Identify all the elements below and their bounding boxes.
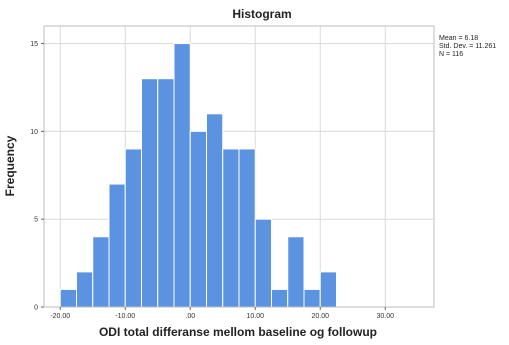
stats-line: N = 116 bbox=[439, 51, 463, 58]
chart-title: Histogram bbox=[232, 7, 291, 21]
histogram-bar bbox=[173, 43, 191, 308]
histogram-bar bbox=[206, 113, 224, 308]
ticks-layer: -20.00 -10.00 .00 10.00 20.00 30.00 0 5 10 15 bbox=[30, 41, 394, 320]
y-tick-label: 5 bbox=[34, 217, 38, 224]
x-tick-label: .00 bbox=[185, 313, 195, 320]
bars-layer bbox=[59, 43, 337, 308]
histogram-bar bbox=[189, 130, 207, 308]
histogram-bar bbox=[303, 288, 321, 308]
histogram-bar bbox=[287, 236, 305, 308]
stats-line: Mean = 6.18 bbox=[439, 35, 478, 42]
x-tick-label: 20.00 bbox=[311, 313, 329, 320]
histogram-bar bbox=[124, 148, 142, 308]
histogram-bar bbox=[92, 236, 110, 308]
histogram-bar bbox=[76, 271, 94, 308]
histogram-bar bbox=[271, 288, 289, 308]
x-tick-label: 10.00 bbox=[246, 313, 264, 320]
histogram-bar bbox=[141, 78, 159, 308]
histogram-bar bbox=[319, 271, 337, 308]
x-axis-label: ODI total differanse mellom baseline og … bbox=[99, 325, 377, 339]
y-axis-label: Frequency bbox=[3, 135, 17, 196]
x-tick-label: -20.00 bbox=[50, 313, 70, 320]
histogram-bar bbox=[238, 148, 256, 308]
x-tick-label: 30.00 bbox=[376, 313, 394, 320]
y-tick-label: 15 bbox=[30, 41, 38, 48]
stats-line: Std. Dev. = 11.261 bbox=[439, 43, 496, 50]
y-tick-label: 10 bbox=[30, 129, 38, 136]
histogram-bar bbox=[59, 288, 77, 308]
y-tick-label: 0 bbox=[34, 305, 38, 312]
histogram-bar bbox=[254, 218, 272, 308]
x-tick-label: -10.00 bbox=[115, 313, 135, 320]
plot-frame bbox=[43, 25, 435, 308]
histogram-bar bbox=[157, 78, 175, 308]
histogram-bar bbox=[222, 148, 240, 308]
histogram-bar bbox=[108, 183, 126, 308]
